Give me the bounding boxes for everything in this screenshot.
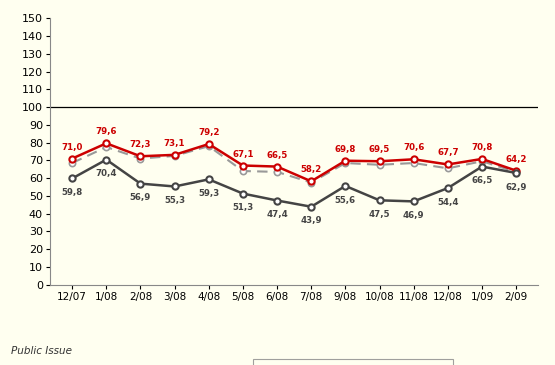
- Text: 64,2: 64,2: [506, 155, 527, 164]
- Text: 67,1: 67,1: [232, 150, 254, 158]
- Text: 70,6: 70,6: [403, 143, 425, 152]
- Text: 47,5: 47,5: [369, 210, 390, 219]
- Text: 56,9: 56,9: [130, 193, 151, 202]
- Text: 70,4: 70,4: [95, 169, 117, 178]
- Text: 47,4: 47,4: [266, 210, 288, 219]
- Text: 51,3: 51,3: [233, 203, 254, 212]
- Text: 55,6: 55,6: [335, 196, 356, 205]
- Text: 73,1: 73,1: [164, 139, 185, 148]
- Text: 72,3: 72,3: [130, 140, 151, 149]
- Text: 69,8: 69,8: [335, 145, 356, 154]
- Text: 59,8: 59,8: [62, 188, 83, 197]
- Text: 54,4: 54,4: [437, 198, 458, 207]
- Text: 67,7: 67,7: [437, 149, 458, 158]
- Text: 62,9: 62,9: [506, 183, 527, 192]
- Legend: CCI, CECI, CEI: CCI, CECI, CEI: [253, 359, 453, 365]
- Text: 70,8: 70,8: [471, 143, 493, 152]
- Text: 69,5: 69,5: [369, 145, 390, 154]
- Text: 58,2: 58,2: [301, 165, 322, 174]
- Text: 59,3: 59,3: [198, 189, 219, 198]
- Text: Public Issue: Public Issue: [11, 346, 72, 356]
- Text: 66,5: 66,5: [471, 176, 493, 185]
- Text: 55,3: 55,3: [164, 196, 185, 205]
- Text: 46,9: 46,9: [403, 211, 425, 220]
- Text: 66,5: 66,5: [266, 151, 287, 160]
- Text: 79,2: 79,2: [198, 128, 220, 137]
- Text: 71,0: 71,0: [62, 143, 83, 151]
- Text: 79,6: 79,6: [95, 127, 117, 137]
- Text: 43,9: 43,9: [300, 216, 322, 226]
